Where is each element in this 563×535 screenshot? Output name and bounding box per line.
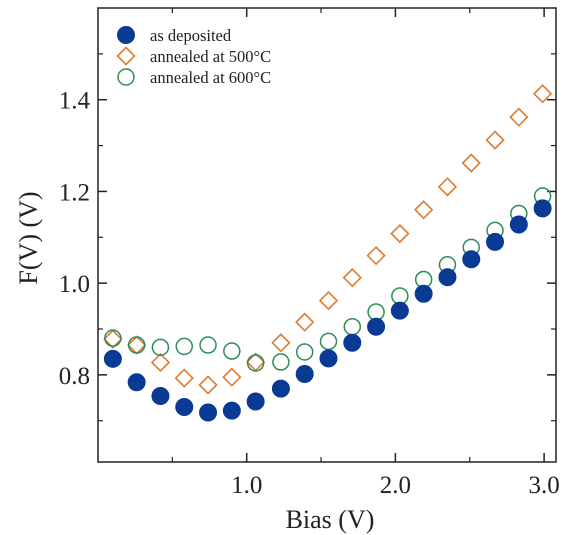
data-point	[486, 232, 505, 251]
data-point	[175, 337, 193, 356]
data-point	[175, 397, 194, 416]
data-point	[104, 329, 122, 347]
data-point	[414, 284, 433, 303]
data-point	[222, 401, 241, 420]
series-annealed-at-600-c	[104, 187, 552, 372]
data-point	[223, 342, 241, 360]
data-point	[198, 375, 218, 395]
y-tick-label: 0.8	[59, 363, 90, 390]
data-point	[533, 199, 552, 218]
data-point	[127, 373, 146, 392]
data-point	[103, 329, 123, 349]
data-point	[414, 200, 434, 220]
data-point	[222, 367, 242, 387]
data-point	[367, 317, 386, 336]
legend-marker	[116, 46, 136, 66]
data-point	[272, 353, 290, 371]
data-point	[438, 268, 457, 287]
data-point	[343, 333, 362, 352]
data-point	[271, 379, 290, 398]
data-point	[366, 246, 386, 266]
axes: 1.0 2.0 3.0 0.8 1.0 1.2 1.4	[59, 7, 560, 499]
y-axis-title: F(V) (V)	[14, 191, 43, 284]
data-point	[461, 153, 481, 173]
data-point	[150, 352, 171, 373]
data-point	[485, 130, 505, 150]
data-point	[199, 403, 218, 422]
data-point	[437, 177, 458, 197]
x-axis-title: Bias (V)	[286, 505, 375, 534]
y-tick-label: 1.2	[59, 179, 90, 206]
data-point	[295, 343, 314, 361]
legend-marker	[117, 26, 135, 44]
x-tick-label: 1.0	[231, 472, 262, 499]
legend-marker	[117, 68, 135, 86]
series-annealed-at-500-c	[103, 84, 553, 395]
data-point	[509, 215, 528, 234]
data-point	[151, 386, 170, 405]
data-point	[342, 268, 362, 288]
data-point	[295, 364, 314, 383]
series-as-deposited	[103, 199, 552, 422]
data-point	[199, 336, 217, 354]
data-point	[319, 349, 338, 368]
data-point	[532, 84, 553, 104]
legend-label: as deposited	[150, 26, 232, 45]
y-tick-label: 1.4	[59, 88, 91, 115]
data-point	[151, 338, 170, 357]
data-point	[127, 336, 146, 354]
data-point	[295, 312, 315, 332]
data-point	[390, 301, 409, 320]
data-point	[103, 349, 122, 368]
legend: as deposited annealed at 500°C annealed at…	[116, 26, 271, 87]
data-point	[509, 107, 529, 127]
data-point	[174, 368, 194, 388]
data-marks	[103, 84, 553, 422]
data-point	[318, 290, 339, 311]
data-point	[271, 333, 291, 353]
plot-frame	[97, 7, 557, 463]
x-tick-label: 2.0	[380, 472, 411, 499]
data-point	[246, 392, 265, 411]
data-point	[246, 354, 265, 372]
data-point	[462, 250, 481, 269]
y-tick-label: 1.0	[59, 271, 90, 298]
data-point	[390, 223, 410, 244]
x-tick-label: 3.0	[528, 472, 559, 499]
legend-label: annealed at 600°C	[150, 68, 271, 87]
legend-label: annealed at 500°C	[150, 47, 271, 66]
